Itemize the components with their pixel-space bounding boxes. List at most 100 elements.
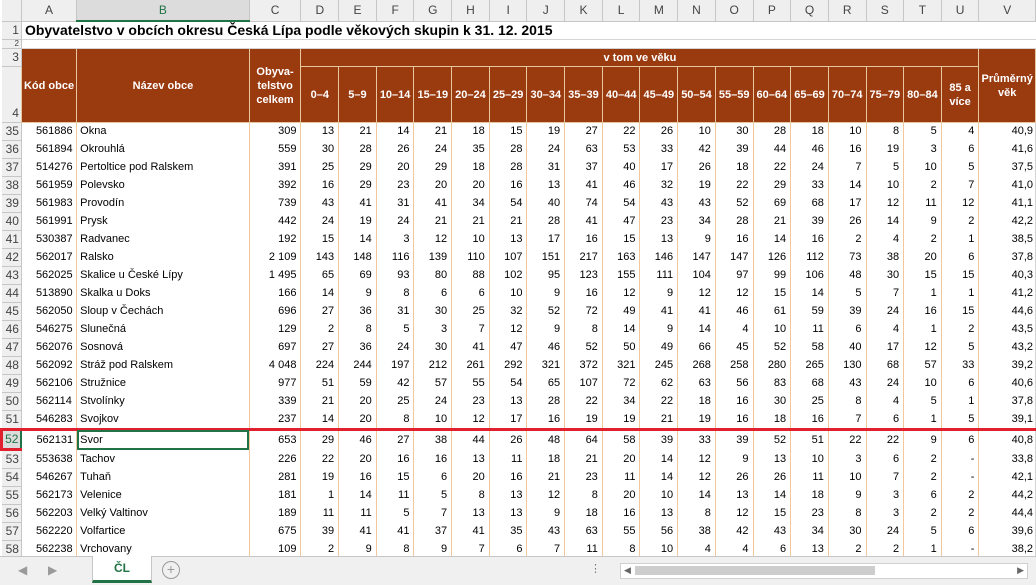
- row-number[interactable]: 46: [1, 320, 22, 339]
- cell-age-count[interactable]: 8: [338, 320, 377, 339]
- cell-name[interactable]: Velký Valtinov: [76, 504, 250, 523]
- cell-age-count[interactable]: 63: [564, 140, 603, 159]
- spreadsheet-grid[interactable]: A B C D E F G H I J K L M N O P Q R S T U V 1 Obyvatelstvo v ob…: [0, 0, 1036, 556]
- cell-age-count[interactable]: 14: [338, 230, 377, 249]
- cell-age-count[interactable]: 3: [866, 504, 905, 523]
- cell-age-count[interactable]: 41: [338, 522, 377, 541]
- row-number[interactable]: 55: [1, 486, 22, 505]
- cell-name[interactable]: Slunečná: [76, 320, 250, 339]
- cell-age-count[interactable]: 9: [526, 504, 566, 523]
- column-header[interactable]: P: [753, 0, 792, 22]
- cell-age-count[interactable]: 41: [338, 194, 377, 213]
- cell-age-count[interactable]: 29: [338, 158, 377, 177]
- cell-age-count[interactable]: 46: [526, 338, 566, 357]
- cell-age-count[interactable]: 4: [866, 230, 905, 249]
- cell-name[interactable]: Sosnová: [76, 338, 250, 357]
- cell-age-count[interactable]: 19: [677, 410, 716, 430]
- cell-age-count[interactable]: 48: [526, 428, 566, 450]
- cell-age-count[interactable]: 29: [753, 176, 792, 195]
- cell-age-count[interactable]: 34: [602, 392, 641, 411]
- selected-cell[interactable]: Svor: [76, 428, 250, 450]
- row-number[interactable]: 2: [1, 39, 22, 49]
- cell-code[interactable]: 561983: [21, 194, 78, 213]
- cell-age-count[interactable]: 12: [903, 338, 942, 357]
- column-header[interactable]: C: [249, 0, 302, 22]
- row-number[interactable]: 51: [1, 410, 22, 430]
- cell-age-count[interactable]: 217: [564, 248, 603, 267]
- cell-age-count[interactable]: 40: [602, 158, 641, 177]
- cell-age-count[interactable]: 57: [903, 356, 942, 375]
- cell-age-count[interactable]: 74: [564, 194, 603, 213]
- cell-age-count[interactable]: 15: [941, 302, 980, 321]
- cell-age-count[interactable]: 7: [413, 504, 453, 523]
- cell-age-count[interactable]: 41: [376, 522, 415, 541]
- cell-population[interactable]: 559: [249, 140, 302, 159]
- cell-age-count[interactable]: 2: [866, 540, 905, 556]
- cell-age-count[interactable]: 13: [489, 392, 528, 411]
- cell-age-count[interactable]: 2: [300, 540, 340, 556]
- cell-age-count[interactable]: 22: [753, 158, 792, 177]
- cell-age-count[interactable]: 9: [903, 212, 942, 231]
- column-header[interactable]: S: [866, 0, 905, 22]
- cell-age-count[interactable]: 2: [941, 486, 980, 505]
- cell-age-count[interactable]: 6: [941, 248, 980, 267]
- cell-age-count[interactable]: 20: [451, 176, 490, 195]
- cell-age-count[interactable]: 28: [489, 158, 528, 177]
- cell-age-count[interactable]: -: [941, 449, 980, 469]
- cell-age-count[interactable]: 107: [489, 248, 528, 267]
- column-header[interactable]: E: [338, 0, 377, 22]
- cell-age-count[interactable]: 17: [828, 194, 867, 213]
- cell-age-count[interactable]: 50: [602, 338, 641, 357]
- cell-age-count[interactable]: 43: [526, 522, 566, 541]
- cell-code[interactable]: 562050: [21, 302, 78, 321]
- cell-age-count[interactable]: 17: [489, 410, 528, 430]
- cell-age-count[interactable]: 20: [903, 248, 942, 267]
- cell-age-count[interactable]: 65: [526, 374, 566, 393]
- header-age[interactable]: 35–39: [564, 66, 603, 123]
- cell-age-count[interactable]: 372: [564, 356, 603, 375]
- cell-age-count[interactable]: 10: [903, 158, 942, 177]
- cell-age-count[interactable]: 68: [866, 356, 905, 375]
- cell-age-count[interactable]: 99: [753, 266, 792, 285]
- sheet-tab-cl[interactable]: ČL: [92, 556, 152, 583]
- cell-age-count[interactable]: 18: [677, 392, 716, 411]
- cell-age-count[interactable]: 6: [413, 468, 453, 487]
- cell-age-count[interactable]: 16: [903, 302, 942, 321]
- cell-age-count[interactable]: 25: [300, 158, 340, 177]
- cell-age-count[interactable]: 22: [828, 428, 867, 450]
- cell-age-count[interactable]: 21: [753, 212, 792, 231]
- cell-age-count[interactable]: 20: [338, 449, 377, 469]
- cell-age-count[interactable]: 4: [715, 540, 754, 556]
- cell-average-age[interactable]: 43,5: [978, 320, 1036, 339]
- row-number[interactable]: 3: [1, 48, 22, 67]
- cell-age-count[interactable]: 12: [489, 320, 528, 339]
- header-age[interactable]: 10–14: [375, 66, 415, 123]
- cell-age-count[interactable]: 28: [526, 212, 566, 231]
- cell-age-count[interactable]: 36: [338, 302, 377, 321]
- cell-age-count[interactable]: 65: [300, 266, 340, 285]
- cell-name[interactable]: Tachov: [76, 449, 250, 469]
- cell-age-count[interactable]: 1: [941, 230, 980, 249]
- cell-age-count[interactable]: 3: [866, 486, 905, 505]
- cell-age-count[interactable]: 11: [790, 468, 829, 487]
- cell-age-count[interactable]: 8: [451, 486, 490, 505]
- cell-age-count[interactable]: 5: [866, 158, 905, 177]
- cell-code[interactable]: 562220: [21, 522, 78, 541]
- cell-age-count[interactable]: 7: [941, 176, 980, 195]
- cell-age-count[interactable]: 1: [941, 284, 980, 303]
- cell-population[interactable]: 339: [249, 392, 302, 411]
- cell-age-count[interactable]: 30: [300, 140, 340, 159]
- cell-age-count[interactable]: 245: [639, 356, 679, 375]
- cell-age-count[interactable]: 33: [941, 356, 980, 375]
- cell-age-count[interactable]: 4: [866, 392, 905, 411]
- scroll-right-icon[interactable]: ▶: [1017, 565, 1024, 575]
- row-number[interactable]: 58: [1, 540, 22, 556]
- cell-age-count[interactable]: 16: [564, 284, 603, 303]
- cell-age-count[interactable]: 5: [828, 284, 867, 303]
- cell-age-count[interactable]: 6: [828, 320, 867, 339]
- cell-age-count[interactable]: 14: [639, 449, 679, 469]
- cell-age-count[interactable]: 17: [639, 158, 679, 177]
- cell-name[interactable]: Vrchovany: [76, 540, 250, 556]
- cell-age-count[interactable]: 52: [564, 338, 603, 357]
- cell-age-count[interactable]: 49: [639, 338, 679, 357]
